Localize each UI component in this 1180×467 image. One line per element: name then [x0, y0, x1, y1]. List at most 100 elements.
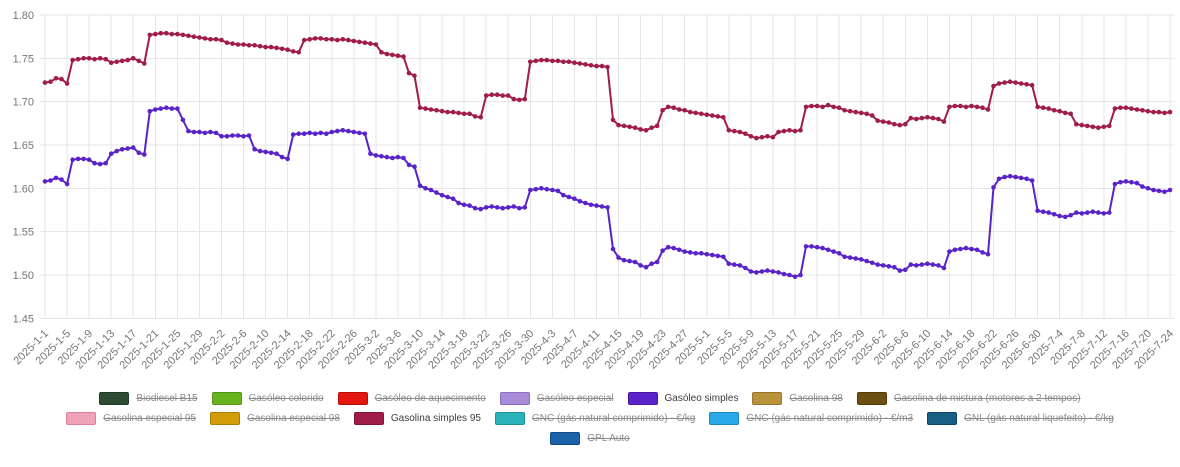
data-point — [75, 156, 81, 162]
legend-item-gasolina-98[interactable]: Gasolina 98 — [752, 392, 843, 405]
legend-swatch[interactable] — [494, 412, 525, 425]
legend-item-gnc-eur-m3[interactable]: GNC (gás natural comprimido) - €/m3 — [709, 412, 913, 425]
data-point — [693, 251, 698, 256]
data-point — [561, 59, 566, 65]
legend-swatch[interactable] — [856, 392, 887, 405]
data-point — [119, 147, 125, 152]
chart-grid — [40, 14, 1174, 319]
data-point — [748, 134, 754, 139]
data-point — [1090, 124, 1096, 130]
data-point — [577, 61, 583, 66]
data-point — [191, 34, 197, 39]
data-point — [654, 259, 660, 265]
data-point — [81, 56, 86, 61]
legend-label[interactable]: Biodiesel B15 — [136, 393, 198, 404]
legend-swatch[interactable] — [211, 392, 242, 405]
legend-item-gasoleo-especial[interactable]: Gasóleo especial — [499, 392, 614, 405]
legend-swatch[interactable] — [353, 412, 384, 425]
legend-label[interactable]: GNC (gás natural comprimido) - €/kg — [531, 413, 696, 424]
data-point — [737, 129, 743, 135]
data-point — [511, 96, 517, 102]
legend-item-gasolina-simples-95[interactable]: Gasolina simples 95 — [353, 412, 481, 425]
legend-label[interactable]: Gasóleo simples — [664, 393, 739, 404]
legend-swatch[interactable] — [66, 412, 97, 425]
legend-swatch[interactable] — [927, 412, 958, 425]
legend-label[interactable]: Gasóleo colorido — [248, 393, 324, 404]
legend-label[interactable]: GNC (gás natural comprimido) - €/m3 — [746, 413, 914, 424]
data-point — [914, 116, 919, 122]
legend-swatch[interactable] — [337, 392, 368, 405]
data-point — [1013, 174, 1018, 180]
data-point — [572, 60, 577, 65]
data-point — [114, 59, 119, 65]
data-point — [517, 205, 522, 211]
legend-swatch[interactable] — [752, 392, 783, 405]
data-point — [941, 265, 947, 271]
data-point — [1007, 79, 1013, 84]
data-point — [599, 204, 605, 209]
legend-label[interactable]: Gasolina especial 98 — [247, 413, 340, 424]
legend-label[interactable]: Gasolina 98 — [789, 393, 843, 404]
data-point — [528, 187, 533, 193]
legend-item-biodiesel-b15[interactable]: Biodiesel B15 — [99, 392, 198, 405]
legend-label[interactable]: Gasolina simples 95 — [390, 413, 481, 424]
data-point — [754, 270, 759, 275]
data-point — [1167, 187, 1173, 193]
data-point — [936, 263, 941, 268]
legend-item-gasolina-especial-95[interactable]: Gasolina especial 95 — [66, 412, 196, 425]
data-point — [1018, 81, 1024, 86]
data-point — [346, 128, 351, 134]
data-point — [930, 115, 936, 121]
legend-item-gpl-auto[interactable]: GPL Auto — [550, 432, 630, 445]
legend-item-gasoleo-simples[interactable]: Gasóleo simples — [627, 392, 739, 405]
data-point — [925, 115, 930, 120]
data-point — [1156, 109, 1162, 115]
data-point — [257, 43, 263, 49]
data-point — [649, 261, 654, 267]
legend-swatch[interactable] — [550, 432, 581, 445]
data-point — [202, 130, 208, 136]
legend-label[interactable]: Gasolina de mistura (motores a 2 tempos) — [893, 393, 1081, 404]
data-point — [1129, 106, 1134, 111]
data-point — [357, 39, 362, 45]
legend-item-gasoleo-colorido[interactable]: Gasóleo colorido — [211, 392, 324, 405]
data-point — [511, 204, 517, 209]
data-point — [235, 42, 241, 47]
data-point — [136, 58, 142, 64]
legend-item-gnc-eur-kg[interactable]: GNC (gás natural comprimido) - €/kg — [494, 412, 696, 425]
legend-item-gasoleo-de-aquecimento[interactable]: Gasóleo de aquecimento — [337, 392, 486, 405]
legend-label[interactable]: GNL (gás natural liquefeito) - €/kg — [964, 413, 1114, 424]
legend-swatch[interactable] — [210, 412, 241, 425]
legend-label[interactable]: Gasóleo especial — [536, 393, 614, 404]
data-point — [627, 124, 632, 130]
data-point — [1040, 105, 1046, 110]
legend-label[interactable]: GPL Auto — [587, 433, 630, 444]
data-point — [1068, 111, 1073, 117]
data-point — [1107, 123, 1112, 129]
data-point — [368, 41, 373, 46]
legend-swatch[interactable] — [627, 392, 658, 405]
legend-item-gasolina-de-mistura[interactable]: Gasolina de mistura (motores a 2 tempos) — [856, 392, 1081, 405]
data-point — [550, 58, 555, 64]
data-point — [500, 205, 506, 211]
data-point — [406, 162, 412, 168]
legend-label[interactable]: Gasolina especial 95 — [103, 413, 197, 424]
data-point — [787, 272, 792, 278]
legend-swatch[interactable] — [99, 392, 130, 405]
data-point — [489, 92, 495, 97]
data-point — [886, 120, 892, 125]
legend-label[interactable]: Gasóleo de aquecimento — [374, 393, 486, 404]
legend-item-gasolina-especial-98[interactable]: Gasolina especial 98 — [210, 412, 340, 425]
data-point — [1101, 124, 1107, 130]
data-point — [1007, 173, 1013, 179]
data-point — [219, 37, 224, 43]
chart-legend: Biodiesel B15 Gasóleo colorido Gasóleo de … — [0, 388, 1180, 445]
data-point — [384, 51, 390, 57]
data-point — [268, 44, 274, 50]
legend-swatch[interactable] — [499, 392, 530, 405]
data-point — [880, 119, 886, 124]
legend-item-gnl-eur-kg[interactable]: GNL (gás natural liquefeito) - €/kg — [927, 412, 1114, 425]
legend-swatch[interactable] — [709, 412, 740, 425]
data-point — [301, 37, 307, 43]
data-point — [213, 130, 219, 136]
